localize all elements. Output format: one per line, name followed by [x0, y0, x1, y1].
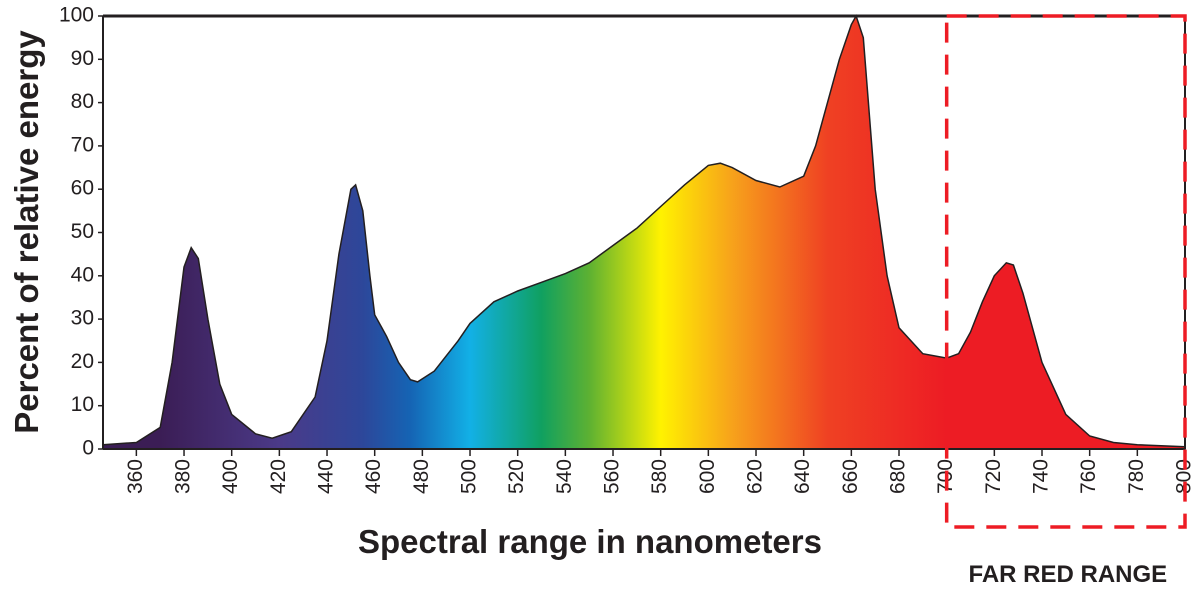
x-tick-label: 680 [887, 459, 910, 494]
x-tick-label: 580 [648, 459, 671, 494]
x-tick-label: 800 [1173, 459, 1196, 494]
x-tick-label: 540 [553, 459, 576, 494]
y-axis-title: Percent of relative energy [8, 30, 45, 434]
x-tick-label: 780 [1125, 459, 1148, 494]
area [103, 16, 1185, 449]
x-tick-label: 420 [267, 459, 290, 494]
x-tick-label: 460 [362, 459, 385, 494]
x-tick-label: 380 [172, 459, 195, 494]
y-tick-label: 30 [71, 307, 94, 330]
y-tick-label: 20 [71, 350, 94, 373]
x-tick-label: 600 [696, 459, 719, 494]
x-tick-label: 400 [219, 459, 242, 494]
x-axis-title: Spectral range in nanometers [358, 523, 822, 560]
x-tick-label: 480 [410, 459, 433, 494]
y-tick-label: 10 [71, 393, 94, 416]
x-tick-label: 640 [791, 459, 814, 494]
y-tick-label: 80 [71, 90, 94, 113]
x-tick-label: 620 [744, 459, 767, 494]
x-tick-label: 520 [505, 459, 528, 494]
x-tick-label: 560 [601, 459, 624, 494]
y-tick-label: 0 [82, 437, 94, 460]
x-tick-label: 500 [458, 459, 481, 494]
x-tick-label: 440 [315, 459, 338, 494]
x-tick-label: 660 [839, 459, 862, 494]
annotation-label: FAR RED RANGE [968, 561, 1167, 588]
far-red-box [944, 14, 1187, 529]
y-tick-label: 90 [71, 47, 94, 70]
x-tick-label: 740 [1030, 459, 1053, 494]
y-tick-label: 70 [71, 133, 94, 156]
line [102, 14, 1186, 448]
y-tick-label: 40 [71, 263, 94, 286]
y-tick-label: 100 [59, 4, 94, 27]
x-tick-label: 760 [1077, 459, 1100, 494]
x-tick-label: 720 [982, 459, 1005, 494]
y-tick-label: 60 [71, 177, 94, 200]
x-tick-label: 360 [124, 459, 147, 494]
y-tick-label: 50 [71, 220, 94, 243]
